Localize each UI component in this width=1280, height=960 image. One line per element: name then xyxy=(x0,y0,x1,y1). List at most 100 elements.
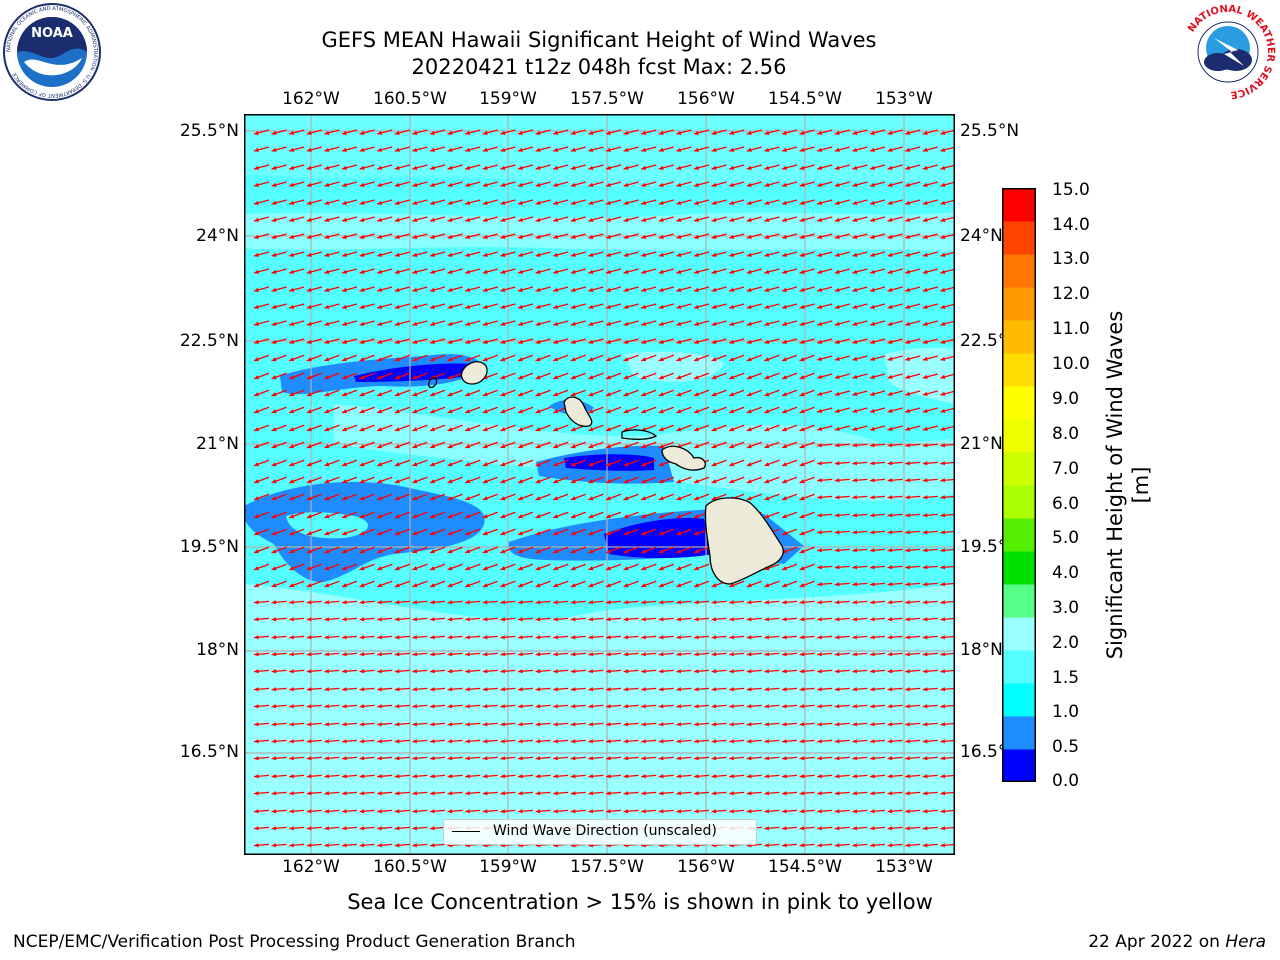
wind-wave-arrowhead xyxy=(553,549,559,554)
wind-wave-arrowhead xyxy=(535,130,541,135)
wind-wave-arrowhead xyxy=(289,165,295,170)
wind-wave-arrowhead xyxy=(764,635,770,640)
wind-wave-arrowhead xyxy=(306,287,312,292)
wind-wave-arrowhead xyxy=(518,669,523,674)
wind-wave-arrowhead xyxy=(271,444,277,449)
wind-wave-arrowhead xyxy=(676,339,682,344)
wind-wave-arrowhead xyxy=(588,549,594,554)
wind-wave-arrowhead xyxy=(782,635,787,640)
wind-wave-arrowhead xyxy=(570,392,576,397)
wind-wave-arrowhead xyxy=(922,356,928,361)
footer-machine: Hera xyxy=(1225,932,1266,952)
wind-wave-arrowhead xyxy=(306,200,312,205)
wind-wave-arrowhead xyxy=(746,165,752,170)
wind-wave-arrowhead xyxy=(412,427,418,432)
wind-wave-arrowhead xyxy=(694,514,699,519)
wind-wave-arrowhead xyxy=(570,321,576,326)
wind-wave-arrowhead xyxy=(852,356,858,361)
wind-wave-arrowhead xyxy=(518,722,523,727)
wind-wave-arrowhead xyxy=(500,687,506,692)
wind-wave-arrowhead xyxy=(658,496,664,501)
wind-wave-arrowhead xyxy=(412,165,418,170)
wind-wave-arrowhead xyxy=(658,549,664,554)
wind-wave-arrowhead xyxy=(588,756,594,761)
wind-wave-arrowhead xyxy=(570,704,576,709)
colorbar-tick-label: 11.0 xyxy=(1052,319,1090,339)
wind-wave-arrowhead xyxy=(588,357,594,362)
wind-wave-arrowhead xyxy=(553,635,558,640)
wind-wave-arrowhead xyxy=(676,304,682,309)
wind-wave-arrowhead xyxy=(342,600,347,605)
wind-wave-arrowhead xyxy=(641,252,647,257)
wind-wave-arrowhead xyxy=(905,252,911,257)
wind-wave-arrowhead xyxy=(641,531,647,536)
wind-wave-arrowhead xyxy=(606,687,611,692)
lat-tick-left: 16.5°N xyxy=(179,742,239,762)
wind-wave-arrowhead xyxy=(852,582,858,587)
colorbar-band xyxy=(1002,287,1036,321)
wind-wave-arrowhead xyxy=(729,357,735,362)
lat-tick-right: 25.5°N xyxy=(960,121,1020,141)
wind-wave-arrowhead xyxy=(306,147,312,152)
wind-wave-arrowhead xyxy=(870,652,875,657)
wind-wave-arrowhead xyxy=(799,287,805,292)
wind-wave-arrowhead xyxy=(588,444,594,449)
wind-wave-arrowhead xyxy=(711,809,717,814)
wind-wave-arrowhead xyxy=(500,774,506,779)
wind-wave-arrowhead xyxy=(870,530,875,535)
wind-wave-arrowhead xyxy=(764,217,770,222)
wind-wave-arrowhead xyxy=(782,234,787,239)
wind-wave-arrowhead xyxy=(553,392,559,397)
wind-wave-arrowhead xyxy=(465,791,470,796)
wind-wave-arrowhead xyxy=(359,843,365,848)
wind-wave-arrowhead xyxy=(887,669,893,674)
wind-wave-arrowhead xyxy=(852,495,858,500)
wind-wave-arrowhead xyxy=(817,582,822,587)
wind-wave-arrowhead xyxy=(711,182,717,187)
wind-wave-arrowhead xyxy=(359,826,365,831)
wind-wave-arrowhead xyxy=(482,566,488,571)
wind-wave-arrowhead xyxy=(834,600,840,605)
wind-wave-arrowhead xyxy=(729,321,735,326)
wind-wave-arrowhead xyxy=(746,304,752,309)
wind-wave-arrowhead xyxy=(658,217,664,222)
wind-wave-arrowhead xyxy=(606,165,611,170)
wind-wave-arrowhead xyxy=(377,409,383,414)
wind-wave-arrowhead xyxy=(852,826,858,831)
wind-wave-arrowhead xyxy=(606,269,611,274)
wind-wave-arrowhead xyxy=(430,566,435,571)
wind-wave-arrowhead xyxy=(570,462,576,467)
wind-wave-arrowhead xyxy=(606,375,611,380)
wind-wave-arrowhead xyxy=(324,462,330,467)
wind-wave-arrowhead xyxy=(570,234,576,239)
wind-wave-arrowhead xyxy=(729,409,735,414)
wind-wave-arrowhead xyxy=(570,549,576,554)
wind-wave-arrowhead xyxy=(447,269,453,274)
wind-wave-arrowhead xyxy=(306,756,312,761)
wind-wave-arrowhead xyxy=(940,356,946,361)
wind-wave-arrowhead xyxy=(553,444,559,449)
wind-wave-arrowhead xyxy=(746,252,752,257)
wind-wave-arrowhead xyxy=(412,843,418,848)
wind-wave-arrowhead xyxy=(588,287,594,292)
wind-wave-arrowhead xyxy=(641,635,646,640)
wind-wave-arrowhead xyxy=(817,130,823,135)
wind-wave-arrowhead xyxy=(834,495,840,500)
wind-wave-arrowhead xyxy=(271,583,277,588)
wind-wave-arrowhead xyxy=(535,791,541,796)
wind-wave-arrowhead xyxy=(359,287,365,292)
wind-wave-arrowhead xyxy=(553,809,558,814)
wind-wave-arrowhead xyxy=(852,617,858,622)
wind-wave-arrowhead xyxy=(676,130,682,135)
wind-wave-arrowhead xyxy=(254,722,259,727)
wind-wave-arrowhead xyxy=(377,635,382,640)
wind-wave-arrowhead xyxy=(465,287,471,292)
lat-tick-left: 25.5°N xyxy=(179,121,239,141)
wind-wave-arrowhead xyxy=(746,809,752,814)
wind-wave-arrowhead xyxy=(359,809,365,814)
wind-wave-arrowhead xyxy=(852,669,858,674)
wind-wave-arrowhead xyxy=(359,687,365,692)
wind-wave-arrowhead xyxy=(834,426,840,431)
wind-wave-arrowhead xyxy=(324,826,330,831)
wind-wave-arrowhead xyxy=(271,392,277,397)
